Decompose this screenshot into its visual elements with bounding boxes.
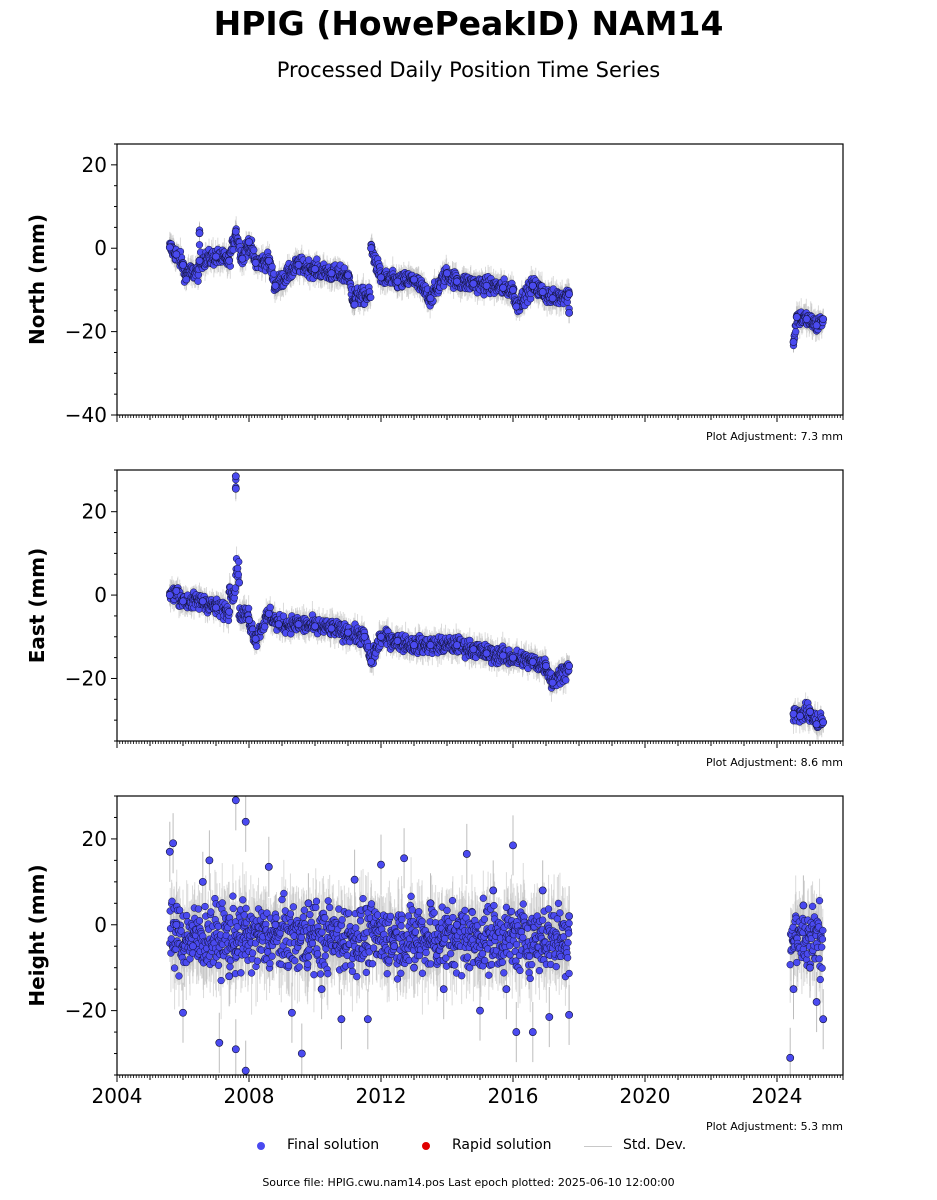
data-point: [426, 294, 435, 303]
data-point: [238, 254, 247, 263]
data-point: [179, 261, 187, 269]
data-point: [344, 271, 352, 280]
position-point: [194, 277, 202, 285]
data-point: [482, 281, 491, 290]
data-point: [499, 283, 507, 292]
data-point: [512, 302, 521, 311]
position-point: [235, 558, 243, 566]
data-point: [350, 300, 359, 309]
plot-adjustment-note: Plot Adjustment: 7.3 mm: [706, 430, 843, 443]
data-point: [792, 313, 801, 321]
y-tick-label: 0: [94, 236, 107, 260]
chart-subtitle: Processed Daily Position Time Series: [276, 58, 661, 82]
position-point: [250, 246, 258, 254]
data-point: [231, 227, 240, 236]
data-point: [251, 258, 260, 267]
data-point: [812, 321, 821, 330]
position-point: [279, 612, 288, 620]
data-point: [509, 286, 517, 294]
data-point: [393, 277, 402, 286]
position-point: [253, 642, 261, 650]
data-point: [452, 277, 461, 286]
position-point: [195, 241, 204, 249]
final-solution-points: [165, 225, 828, 350]
data-point: [410, 275, 418, 284]
position-point: [792, 328, 800, 336]
data-point: [311, 265, 319, 273]
position-point: [244, 604, 253, 613]
data-point: [802, 315, 811, 324]
position-point: [305, 256, 313, 264]
data-point: [565, 308, 573, 317]
y-tick-label: −40: [65, 403, 107, 427]
data-point: [789, 338, 798, 346]
data-layer: [165, 216, 828, 353]
y-tick-label: −20: [65, 320, 107, 344]
data-point: [165, 243, 174, 252]
data-point: [212, 252, 220, 261]
data-point: [182, 275, 191, 284]
data-point: [367, 244, 375, 253]
data-point: [469, 279, 478, 288]
data-layer: [165, 470, 828, 740]
position-point: [234, 570, 243, 579]
chart-title: HPIG (HowePeakID) NAM14: [213, 4, 724, 43]
position-point: [266, 603, 274, 611]
data-point: [225, 256, 234, 265]
position-point: [231, 584, 240, 592]
y-axis-label: North (mm): [25, 214, 49, 345]
position-point: [313, 255, 321, 263]
panel-1: 20 0 −20 −40 North (mm) Plot Adjustment: 7.3 …: [25, 143, 844, 443]
position-point: [261, 623, 269, 631]
data-point: [195, 256, 204, 265]
data-point: [294, 261, 303, 269]
data-point: [528, 281, 537, 290]
data-point: [819, 315, 828, 324]
data-point: [195, 229, 204, 238]
data-point: [172, 250, 181, 259]
data-point: [245, 238, 253, 246]
data-point: [327, 269, 336, 278]
std-dev-bars: [169, 470, 824, 740]
final-solution-points: [165, 472, 828, 732]
data-point: [538, 288, 547, 296]
position-point: [367, 293, 375, 302]
data-point: [548, 294, 557, 303]
position-point: [268, 263, 276, 271]
position-point: [233, 564, 242, 573]
y-tick-label: 20: [82, 153, 107, 177]
data-point: [271, 281, 280, 290]
data-point: [443, 269, 451, 278]
data-point: [264, 256, 273, 265]
data-point: [565, 290, 573, 298]
data-point: [377, 273, 385, 282]
